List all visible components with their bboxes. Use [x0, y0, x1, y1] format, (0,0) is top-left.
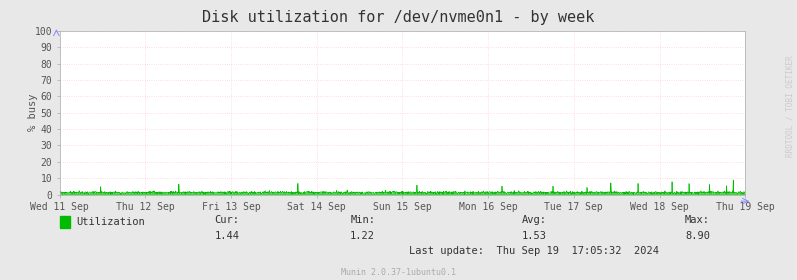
Text: Cur:: Cur:	[214, 215, 240, 225]
Text: Last update:  Thu Sep 19  17:05:32  2024: Last update: Thu Sep 19 17:05:32 2024	[409, 246, 659, 256]
Text: RRDTOOL / TOBI OETIKER: RRDTOOL / TOBI OETIKER	[786, 55, 795, 157]
Y-axis label: % busy: % busy	[28, 94, 38, 131]
Text: Utilization: Utilization	[77, 217, 145, 227]
Text: 1.22: 1.22	[350, 231, 375, 241]
Text: Max:: Max:	[685, 215, 710, 225]
Text: Avg:: Avg:	[521, 215, 547, 225]
Text: Disk utilization for /dev/nvme0n1 - by week: Disk utilization for /dev/nvme0n1 - by w…	[202, 10, 595, 25]
Text: 8.90: 8.90	[685, 231, 710, 241]
Text: Munin 2.0.37-1ubuntu0.1: Munin 2.0.37-1ubuntu0.1	[341, 268, 456, 277]
Text: 1.44: 1.44	[214, 231, 240, 241]
Text: Min:: Min:	[350, 215, 375, 225]
Text: 1.53: 1.53	[521, 231, 547, 241]
